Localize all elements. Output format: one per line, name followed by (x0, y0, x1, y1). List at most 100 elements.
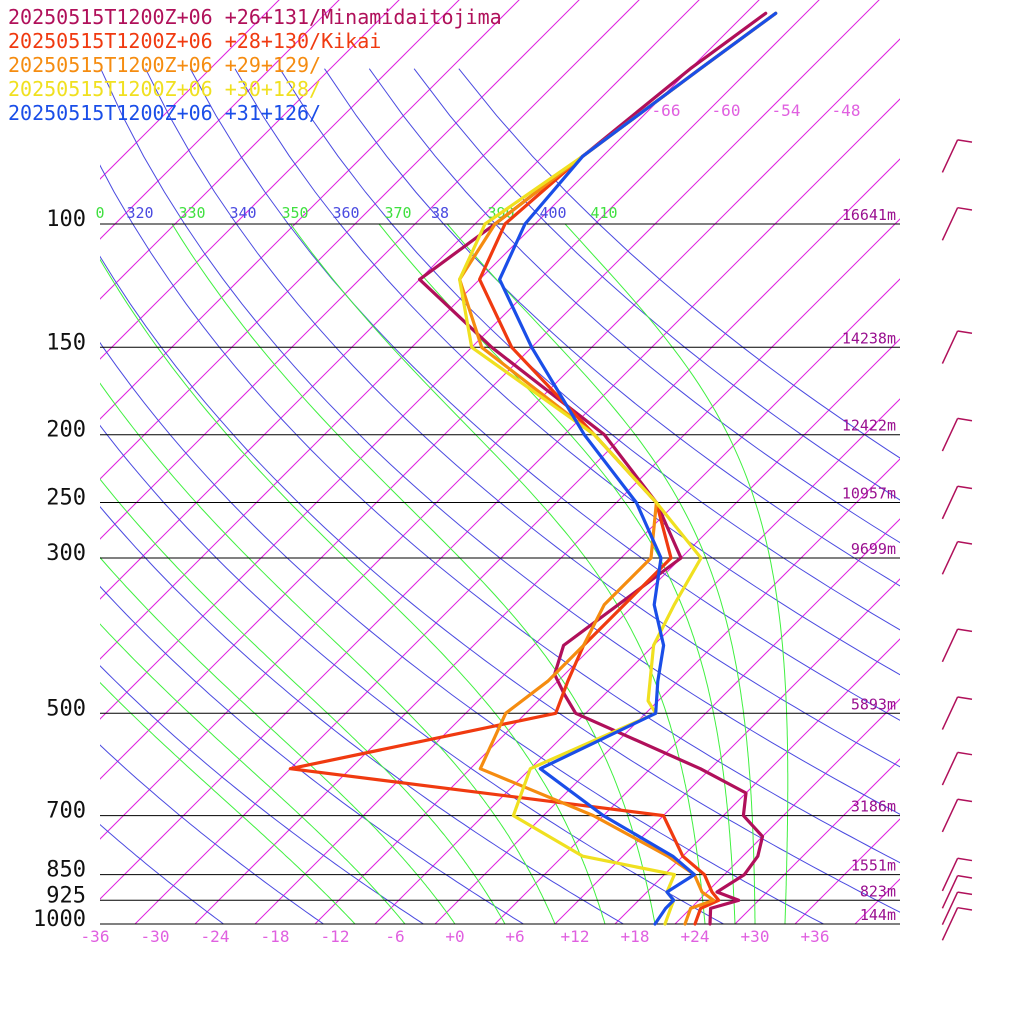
wind-barb-staff (941, 139, 959, 173)
wind-barb-flag (957, 330, 973, 334)
wind-barb-staff (941, 891, 959, 926)
isotherm-line (614, 638, 900, 924)
temperature-tick-label: +12 (561, 927, 590, 946)
isotherm-line (100, 0, 640, 540)
theta-label: 38 (431, 204, 449, 222)
temperature-profile-0 (418, 11, 768, 926)
isotherm-line (100, 0, 700, 600)
height-label: 16641m (842, 206, 896, 224)
wind-barb-flag (957, 485, 973, 490)
isotherm-top-label: -54 (772, 101, 801, 120)
theta-label: 370 (384, 204, 411, 222)
moist-adiabat-line (100, 258, 606, 924)
isotherm-line (100, 0, 820, 720)
height-label: 823m (860, 882, 896, 900)
dry-adiabat-line (234, 68, 900, 676)
wind-barb-flag (957, 857, 973, 862)
isotherm-line (100, 98, 900, 900)
dry-adiabat-line (368, 68, 900, 544)
wind-barb-staff (941, 418, 959, 452)
dry-adiabat-line (100, 665, 425, 924)
wind-barb-flag (957, 751, 973, 756)
wind-barb-staff (941, 857, 959, 892)
dry-adiabat-line (100, 255, 900, 913)
dry-adiabat-line (324, 68, 900, 587)
wind-barb-flag (957, 906, 973, 911)
wind-barb-flag (957, 540, 973, 545)
legend: 20250515T1200Z+06 +26+131/Minamidaitojim… (8, 5, 502, 125)
pressure-label: 500 (46, 696, 86, 721)
isotherm-top-label: -48 (832, 101, 861, 120)
theta-label: 0 (95, 204, 104, 222)
wind-barb-staff (941, 207, 959, 241)
dry-adiabat-line (100, 585, 525, 924)
dry-adiabat-line (458, 68, 900, 459)
sounding-series (288, 11, 778, 926)
temperature-profile-3 (458, 11, 778, 926)
pressure-label: 850 (46, 858, 86, 883)
height-label: 9699m (851, 540, 896, 558)
pressure-label: 150 (46, 330, 86, 355)
dry-adiabat-line (100, 68, 900, 815)
wind-barb-staff (941, 875, 959, 909)
temperature-tick-label: +18 (621, 927, 650, 946)
isotherm-line (674, 698, 900, 924)
dry-adiabat-line (100, 744, 325, 924)
pressure-label: 700 (46, 799, 86, 824)
isotherm-line (100, 0, 280, 180)
temperature-tick-label: +36 (801, 927, 830, 946)
temperature-profile-2 (458, 11, 778, 926)
temperature-tick-label: +0 (445, 927, 464, 946)
isotherm-top-label: -60 (712, 101, 741, 120)
temperature-tick-label: +6 (505, 927, 524, 946)
dry-adiabat-line (413, 68, 900, 501)
isotherm-line (100, 0, 340, 240)
isotherm-top-label: -66 (652, 101, 681, 120)
height-label: 14238m (842, 329, 896, 347)
dry-adiabat-grid (100, 68, 900, 924)
dry-adiabat-line (100, 164, 900, 864)
pressure-label: 250 (46, 486, 86, 511)
isobar-grid (100, 223, 900, 925)
axis-labels: 100 16641m 150 14238m 200 12422m 250 10957m 300 9… (33, 101, 896, 946)
dry-adiabat-line (100, 823, 225, 924)
dry-adiabat-line (100, 505, 625, 924)
temperature-profile-1 (288, 11, 778, 926)
height-label: 3186m (851, 798, 896, 816)
temperature-tick-label: -24 (201, 927, 230, 946)
isotherm-grid (100, 0, 900, 924)
wind-barb-staff (941, 752, 959, 786)
wind-barb-flag (957, 206, 973, 211)
dry-adiabat-line (145, 68, 900, 768)
wind-barb-staff (941, 696, 959, 730)
isotherm-line (734, 758, 900, 924)
temperature-profile-4 (498, 11, 778, 926)
temperature-tick-label: -36 (81, 927, 110, 946)
wind-barb-staff (941, 330, 959, 364)
height-label: 12422m (842, 417, 896, 435)
pressure-label: 925 (46, 883, 86, 908)
legend-entry-3: 20250515T1200Z+06 +30+128/ (8, 77, 321, 101)
wind-barb-flag (957, 798, 973, 803)
wind-barb-flag (957, 696, 973, 700)
pressure-label: 300 (46, 541, 86, 566)
temperature-tick-label: +30 (741, 927, 770, 946)
theta-label: 320 (126, 204, 153, 222)
theta-label: 340 (229, 204, 256, 222)
legend-entry-2: 20250515T1200Z+06 +29+129/ (8, 53, 321, 77)
theta-label: 400 (539, 204, 566, 222)
legend-entry-0: 20250515T1200Z+06 +26+131/Minamidaitojim… (8, 5, 502, 29)
height-label: 144m (860, 906, 896, 924)
wind-barb-flag (957, 874, 973, 879)
isotherm-line (794, 818, 900, 924)
wind-barb-staff (941, 907, 959, 941)
wind-barb-flag (957, 891, 973, 896)
wind-barb-staff (941, 798, 959, 833)
theta-label: 360 (332, 204, 359, 222)
pressure-label: 100 (46, 207, 86, 232)
pressure-label: 200 (46, 418, 86, 443)
moist-adiabat-line (378, 223, 736, 924)
wind-barbs (941, 139, 973, 941)
